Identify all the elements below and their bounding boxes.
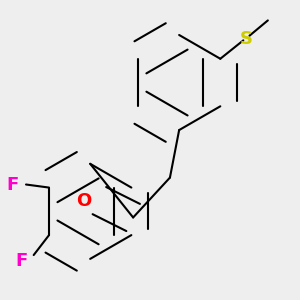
Text: S: S xyxy=(240,30,253,48)
Text: F: F xyxy=(6,176,18,194)
Text: F: F xyxy=(15,252,28,270)
Text: O: O xyxy=(76,192,92,210)
